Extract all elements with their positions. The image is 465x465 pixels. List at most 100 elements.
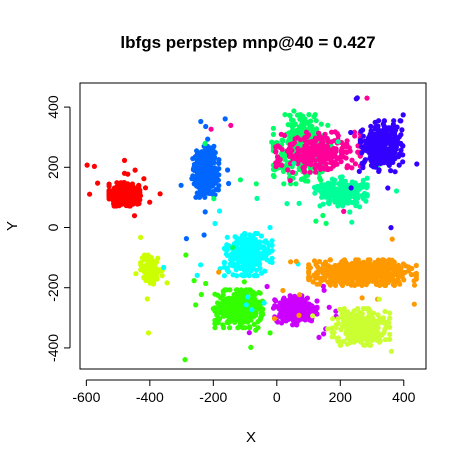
data-point (376, 167, 382, 173)
data-point (308, 151, 314, 157)
data-point (414, 161, 420, 167)
data-point (307, 169, 313, 175)
data-point (281, 301, 287, 307)
data-point (333, 325, 339, 331)
data-point (243, 271, 249, 277)
data-point (147, 280, 153, 286)
data-point (223, 251, 229, 257)
data-point (346, 272, 352, 278)
data-point (391, 259, 397, 265)
data-point (320, 139, 326, 145)
data-point (270, 131, 276, 137)
point-cluster (84, 157, 163, 219)
data-point (371, 278, 377, 284)
data-point (182, 357, 188, 363)
data-point (304, 312, 310, 318)
data-point (381, 320, 387, 326)
data-point (330, 265, 336, 271)
data-point (232, 319, 238, 325)
data-point (372, 134, 378, 140)
data-point (142, 185, 149, 191)
data-point (212, 325, 218, 331)
data-point (230, 250, 236, 256)
data-point (343, 198, 349, 204)
data-point (241, 289, 247, 295)
data-point (339, 201, 345, 207)
data-point (144, 296, 150, 302)
data-point (369, 321, 375, 327)
data-point (138, 234, 144, 240)
data-point (147, 258, 153, 264)
data-point (349, 219, 355, 225)
data-point (133, 271, 139, 277)
data-point (283, 312, 289, 318)
plot-frame (79, 82, 427, 370)
data-point (147, 263, 153, 269)
data-point (365, 144, 371, 150)
data-point (224, 234, 230, 240)
data-point (347, 280, 354, 286)
data-point (91, 163, 97, 169)
data-point (324, 271, 331, 277)
data-point (269, 139, 275, 145)
data-point (224, 242, 230, 248)
data-point (386, 140, 392, 146)
data-point (238, 247, 244, 253)
data-point (382, 308, 388, 315)
data-point (311, 114, 317, 120)
data-point (204, 166, 210, 172)
data-point (120, 198, 126, 204)
data-point (411, 301, 417, 307)
y-tick-label: -200 (45, 273, 61, 301)
data-point (216, 160, 222, 166)
data-point (310, 313, 316, 319)
data-point (316, 258, 323, 265)
data-point (159, 273, 165, 279)
data-point (376, 281, 382, 287)
data-point (310, 279, 316, 285)
data-point (324, 136, 330, 142)
data-point (183, 252, 189, 258)
data-point (198, 262, 204, 268)
data-point (254, 273, 260, 279)
data-point (349, 165, 355, 171)
data-point (315, 269, 321, 275)
data-point (312, 157, 318, 163)
data-point (376, 296, 382, 302)
data-point (137, 197, 143, 203)
data-point (212, 166, 218, 172)
data-point (292, 293, 298, 299)
data-point (254, 230, 260, 237)
data-point (375, 330, 381, 336)
data-point (293, 181, 299, 187)
data-point (251, 321, 257, 327)
data-point (303, 173, 309, 179)
x-tick-label: -600 (72, 389, 100, 405)
data-point (269, 259, 275, 265)
data-point (280, 138, 286, 144)
data-point (288, 305, 294, 311)
data-point (164, 280, 170, 286)
data-point (340, 142, 346, 148)
data-point (216, 269, 222, 275)
data-point (341, 306, 347, 312)
data-point (251, 253, 258, 259)
data-point (253, 327, 259, 333)
data-point (230, 310, 236, 316)
data-point (291, 140, 297, 146)
data-point (380, 315, 386, 321)
data-point (259, 270, 265, 276)
data-point (289, 122, 295, 128)
y-tick-label: 400 (45, 95, 61, 119)
data-point (161, 264, 167, 270)
data-point (373, 156, 379, 162)
data-point (216, 302, 222, 308)
data-point (236, 305, 242, 311)
data-point (368, 342, 374, 348)
data-point (370, 141, 376, 147)
data-point (332, 177, 338, 183)
data-point (341, 257, 348, 263)
data-point (359, 150, 365, 156)
data-point (307, 125, 313, 131)
data-point (345, 335, 351, 341)
